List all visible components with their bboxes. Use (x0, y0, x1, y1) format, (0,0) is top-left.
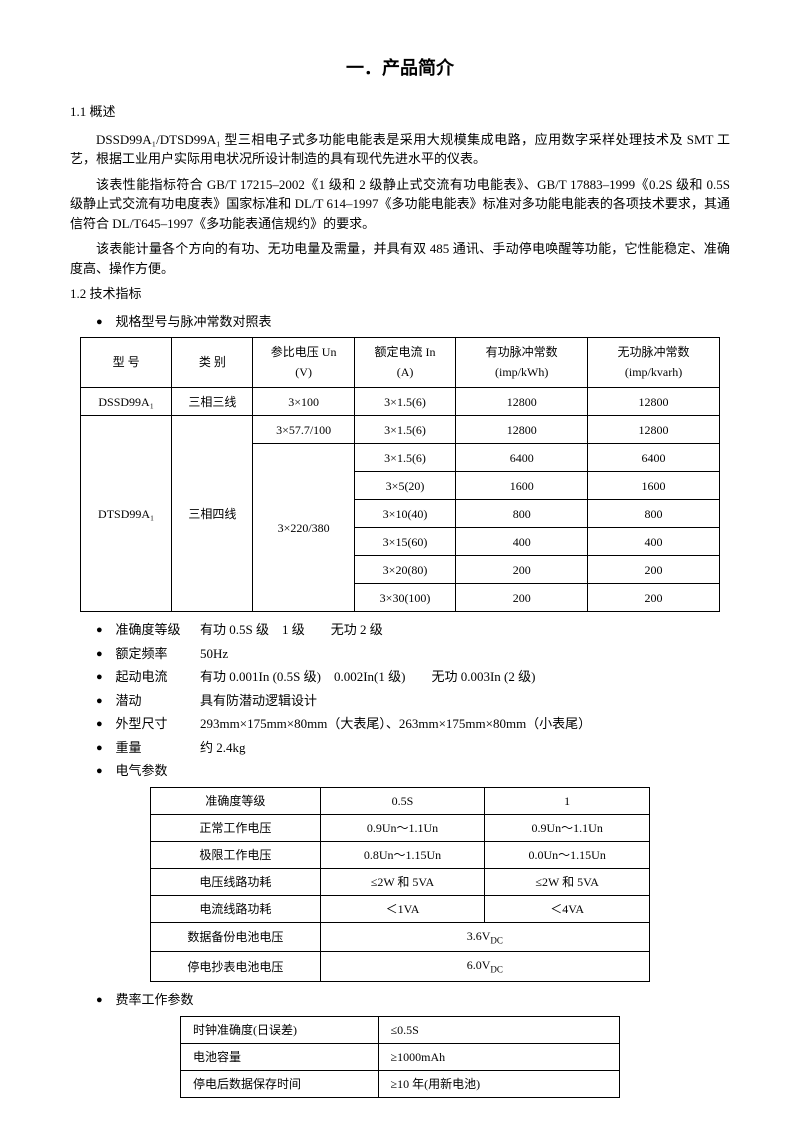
table-row: 电压线路功耗≤2W 和 5VA≤2W 和 5VA (151, 868, 650, 895)
bullet-creep: 潜动具有防潜动逻辑设计 (96, 691, 730, 711)
bullet-spec-label: 规格型号与脉冲常数对照表 (116, 314, 272, 329)
table-row: 极限工作电压0.8Un～1.15Un0.0Un～1.15Un (151, 841, 650, 868)
table-row: DSSD99A₁ 三相三线 3×100 3×1.5(6) 12800 12800 (81, 388, 720, 416)
table-row: 停电抄表电池电压6.0VDC (151, 952, 650, 982)
th-type: 类 别 (172, 338, 253, 388)
overview-para-2: 该表性能指标符合 GB/T 17215–2002《1 级和 2 级静止式交流有功… (70, 175, 730, 234)
bullet-rate-params: 费率工作参数 (96, 990, 730, 1010)
bullet-start-current: 起动电流有功 0.001In (0.5S 级) 0.002In(1 级) 无功 … (96, 667, 730, 687)
bullet-freq: 额定频率50Hz (96, 644, 730, 664)
rate-params-table: 时钟准确度(日误差)≤0.5S 电池容量≥1000mAh 停电后数据保存时间≥1… (180, 1016, 620, 1098)
bullet-elec-params: 电气参数 (96, 761, 730, 781)
bullet-weight: 重量约 2.4kg (96, 738, 730, 758)
table-row: 时钟准确度(日误差)≤0.5S (181, 1016, 620, 1043)
section-1-1-head: 1.1 概述 (70, 102, 730, 122)
electrical-params-table: 准确度等级0.5S1 正常工作电压0.9Un～1.1Un0.9Un～1.1Un … (150, 787, 650, 983)
th-voltage: 参比电压 Un(V) (253, 338, 354, 388)
th-model: 型 号 (81, 338, 172, 388)
overview-para-1: DSSD99A₁/DTSD99A₁ 型三相电子式多功能电能表是采用大规模集成电路… (70, 130, 730, 169)
table-row: 停电后数据保存时间≥10 年(用新电池) (181, 1070, 620, 1097)
spec-table: 型 号 类 别 参比电压 Un(V) 额定电流 In(A) 有功脉冲常数(imp… (80, 337, 720, 612)
table-row: 数据备份电池电压3.6VDC (151, 922, 650, 952)
bullet-spec-table: 规格型号与脉冲常数对照表 (96, 312, 730, 332)
th-current: 额定电流 In(A) (354, 338, 455, 388)
table-row: DTSD99A₁ 三相四线 3×57.7/100 3×1.5(6) 12800 … (81, 416, 720, 444)
bullet-accuracy: 准确度等级有功 0.5S 级 1 级 无功 2 级 (96, 620, 730, 640)
page-title: 一．产品简介 (70, 55, 730, 82)
section-1-2-head: 1.2 技术指标 (70, 284, 730, 304)
overview-para-3: 该表能计量各个方向的有功、无功电量及需量，并具有双 485 通讯、手动停电唤醒等… (70, 239, 730, 278)
th-active-pulse: 有功脉冲常数(imp/kWh) (456, 338, 588, 388)
th-reactive-pulse: 无功脉冲常数(imp/kvarh) (588, 338, 720, 388)
table-row: 电流线路功耗＜1VA＜4VA (151, 895, 650, 922)
table-row: 正常工作电压0.9Un～1.1Un0.9Un～1.1Un (151, 814, 650, 841)
table-row: 电池容量≥1000mAh (181, 1043, 620, 1070)
table-row: 准确度等级0.5S1 (151, 787, 650, 814)
bullet-dimensions: 外型尺寸293mm×175mm×80mm（大表尾）、263mm×175mm×80… (96, 714, 730, 734)
